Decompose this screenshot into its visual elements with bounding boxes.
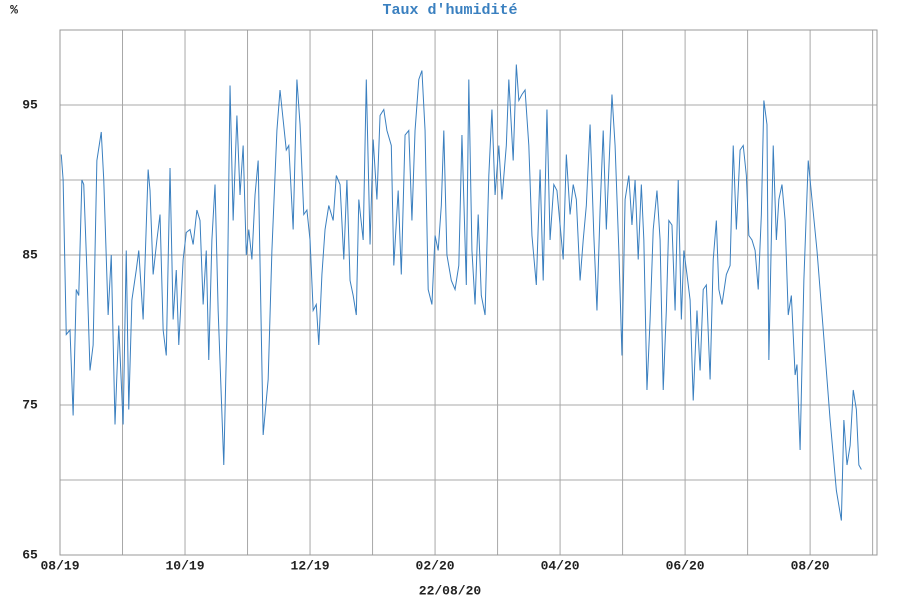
chart-title: Taux d'humidité (382, 2, 517, 19)
x-tick-label: 06/20 (666, 558, 705, 573)
y-tick-label: 75 (22, 397, 38, 412)
x-tick-label: 10/19 (166, 558, 205, 573)
x-axis-label: 22/08/20 (419, 583, 482, 598)
x-tick-label: 02/20 (416, 558, 455, 573)
x-tick-label: 08/19 (40, 558, 79, 573)
data-line (60, 64, 862, 521)
y-tick-label: 95 (22, 97, 38, 112)
x-tick-label: 04/20 (541, 558, 580, 573)
y-tick-label: 65 (22, 547, 38, 562)
y-axis-label: % (10, 2, 18, 17)
x-tick-label: 12/19 (291, 558, 330, 573)
x-tick-label: 08/20 (791, 558, 830, 573)
plot-frame (59, 29, 878, 556)
y-tick-label: 85 (22, 247, 38, 262)
